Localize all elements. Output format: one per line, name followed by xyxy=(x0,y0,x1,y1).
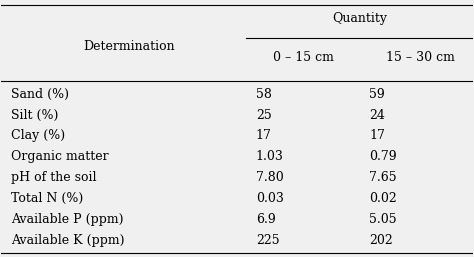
Text: 7.80: 7.80 xyxy=(256,171,283,184)
Text: 24: 24 xyxy=(369,108,385,122)
Text: 15 – 30 cm: 15 – 30 cm xyxy=(386,51,455,64)
Text: Organic matter: Organic matter xyxy=(11,150,109,163)
Text: 0.02: 0.02 xyxy=(369,192,397,205)
Text: 0.03: 0.03 xyxy=(256,192,284,205)
Text: 5.05: 5.05 xyxy=(369,213,397,226)
Text: Available K (ppm): Available K (ppm) xyxy=(11,234,124,247)
Text: 0.79: 0.79 xyxy=(369,150,397,163)
Text: Sand (%): Sand (%) xyxy=(11,88,69,101)
Text: 59: 59 xyxy=(369,88,385,101)
Text: 17: 17 xyxy=(369,129,385,142)
Text: Quantity: Quantity xyxy=(332,12,387,25)
Text: Silt (%): Silt (%) xyxy=(11,108,58,122)
Text: Available P (ppm): Available P (ppm) xyxy=(11,213,123,226)
Text: Total N (%): Total N (%) xyxy=(11,192,83,205)
Text: pH of the soil: pH of the soil xyxy=(11,171,96,184)
Text: Clay (%): Clay (%) xyxy=(11,129,65,142)
Text: 202: 202 xyxy=(369,234,392,247)
Text: 58: 58 xyxy=(256,88,272,101)
Text: 7.65: 7.65 xyxy=(369,171,397,184)
Text: 1.03: 1.03 xyxy=(256,150,284,163)
Text: 225: 225 xyxy=(256,234,280,247)
Text: 6.9: 6.9 xyxy=(256,213,275,226)
Text: 0 – 15 cm: 0 – 15 cm xyxy=(273,51,333,64)
Text: 25: 25 xyxy=(256,108,272,122)
Text: Determination: Determination xyxy=(83,40,174,53)
Text: 17: 17 xyxy=(256,129,272,142)
